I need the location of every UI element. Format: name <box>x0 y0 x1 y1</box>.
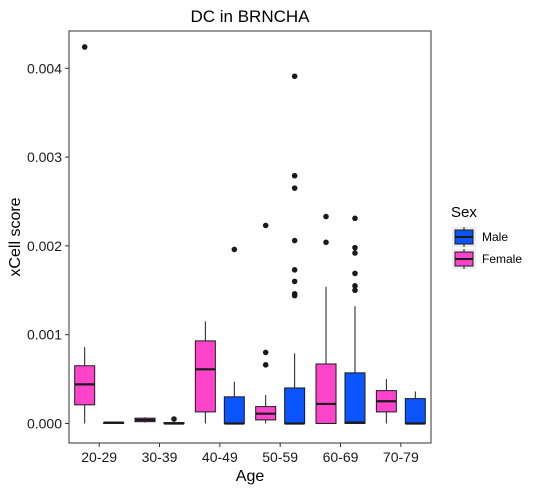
female-outlier-point <box>323 213 329 220</box>
male-outlier-point <box>352 283 358 289</box>
y-tick-label: 0.004 <box>27 60 62 76</box>
y-tick-label: 0.000 <box>27 415 62 431</box>
male-outlier-point <box>352 215 358 222</box>
male-outlier-point <box>291 172 298 179</box>
legend-title: Sex <box>451 204 477 221</box>
female-box-40-49 <box>194 340 216 413</box>
x-tick-label: 60-69 <box>323 449 359 465</box>
male-outlier-point <box>231 246 238 253</box>
female-outlier-point <box>262 349 269 356</box>
x-tick-label: 50-59 <box>262 449 298 465</box>
legend: Sex Male Female <box>451 204 522 269</box>
male-box-70-79 <box>404 398 426 424</box>
y-tick-label: 0.003 <box>27 149 62 165</box>
legend-item-male: Male <box>452 227 508 247</box>
male-outlier-point <box>291 278 298 285</box>
male-outlier-point <box>352 250 358 256</box>
box-series-group <box>74 44 426 425</box>
y-tick-label: 0.002 <box>27 238 62 254</box>
y-axis-title: xCell score <box>7 197 24 276</box>
x-tick-label: 20-29 <box>81 449 117 465</box>
legend-item-female: Female <box>452 249 522 269</box>
male-outlier-point <box>171 416 177 422</box>
male-outlier-point <box>352 287 358 294</box>
male-outlier-point <box>352 244 358 251</box>
female-box-60-69 <box>315 363 337 424</box>
y-tick-label: 0.001 <box>27 327 62 343</box>
male-box-50-59 <box>284 387 306 424</box>
x-tick-label: 30-39 <box>142 449 178 465</box>
male-outlier-point <box>352 270 358 277</box>
male-outlier-point <box>291 267 298 273</box>
male-outlier-point <box>291 237 298 244</box>
y-axis: 0.000 0.001 0.002 0.003 0.004 <box>27 60 69 431</box>
female-outlier-point <box>81 44 88 50</box>
x-axis: 20-29 30-39 40-49 50-59 60-69 70-79 <box>81 443 419 465</box>
chart-title: DC in BRNCHA <box>190 7 310 26</box>
female-outlier-point <box>262 362 269 368</box>
legend-label-male: Male <box>482 230 508 244</box>
male-box-40-49 <box>223 396 245 424</box>
x-tick-label: 40-49 <box>202 449 238 465</box>
female-outlier-point <box>323 239 329 246</box>
x-tick-label: 70-79 <box>383 449 419 465</box>
male-outlier-point <box>291 73 298 80</box>
legend-label-female: Female <box>482 252 522 266</box>
female-outlier-point <box>262 222 269 229</box>
male-outlier-point <box>291 185 298 191</box>
male-outlier-point <box>291 291 298 297</box>
male-box-60-69 <box>344 372 366 424</box>
x-axis-title: Age <box>236 468 265 485</box>
plot-panel <box>68 30 432 444</box>
